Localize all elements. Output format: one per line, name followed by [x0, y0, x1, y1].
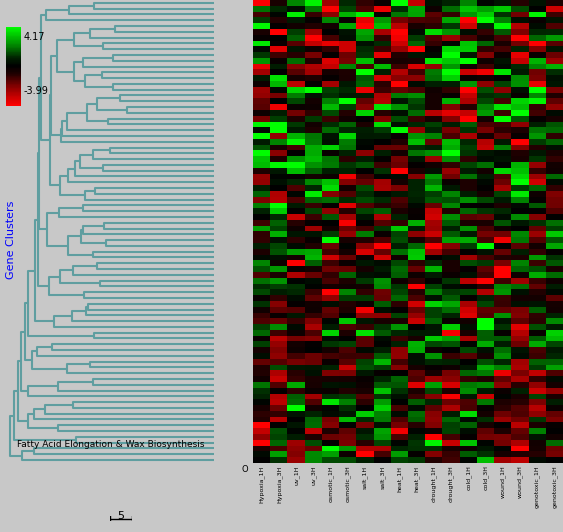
Text: uv_1H: uv_1H	[293, 466, 299, 485]
Text: 5: 5	[118, 511, 124, 521]
Text: salt_1H: salt_1H	[363, 466, 368, 488]
Text: O: O	[241, 466, 248, 475]
Text: osmotic_1H: osmotic_1H	[328, 466, 334, 502]
Text: -3.99: -3.99	[24, 86, 48, 96]
Text: drought_1H: drought_1H	[431, 466, 437, 502]
Text: wound_1H: wound_1H	[500, 466, 506, 498]
Text: heat_3H: heat_3H	[414, 466, 419, 492]
Text: Hypoxia_1H: Hypoxia_1H	[259, 466, 265, 503]
Text: genotoxic_3H: genotoxic_3H	[552, 466, 557, 508]
Text: 4.17: 4.17	[24, 32, 45, 42]
Text: osmotic_3H: osmotic_3H	[345, 466, 351, 502]
Text: salt_3H: salt_3H	[379, 466, 385, 489]
Text: heat_1H: heat_1H	[397, 466, 403, 492]
Text: Hypoxia_3H: Hypoxia_3H	[276, 466, 282, 503]
Text: genotoxic_1H: genotoxic_1H	[534, 466, 540, 508]
Text: drought_3H: drought_3H	[448, 466, 454, 502]
Text: wound_3H: wound_3H	[517, 466, 523, 498]
Text: Fatty Acid Elongation & Wax Biosynthesis: Fatty Acid Elongation & Wax Biosynthesis	[17, 440, 204, 448]
Text: cold_3H: cold_3H	[482, 466, 489, 491]
Text: uv_3H: uv_3H	[311, 466, 316, 485]
Text: cold_1H: cold_1H	[466, 466, 471, 491]
Text: Gene Clusters: Gene Clusters	[6, 200, 16, 279]
